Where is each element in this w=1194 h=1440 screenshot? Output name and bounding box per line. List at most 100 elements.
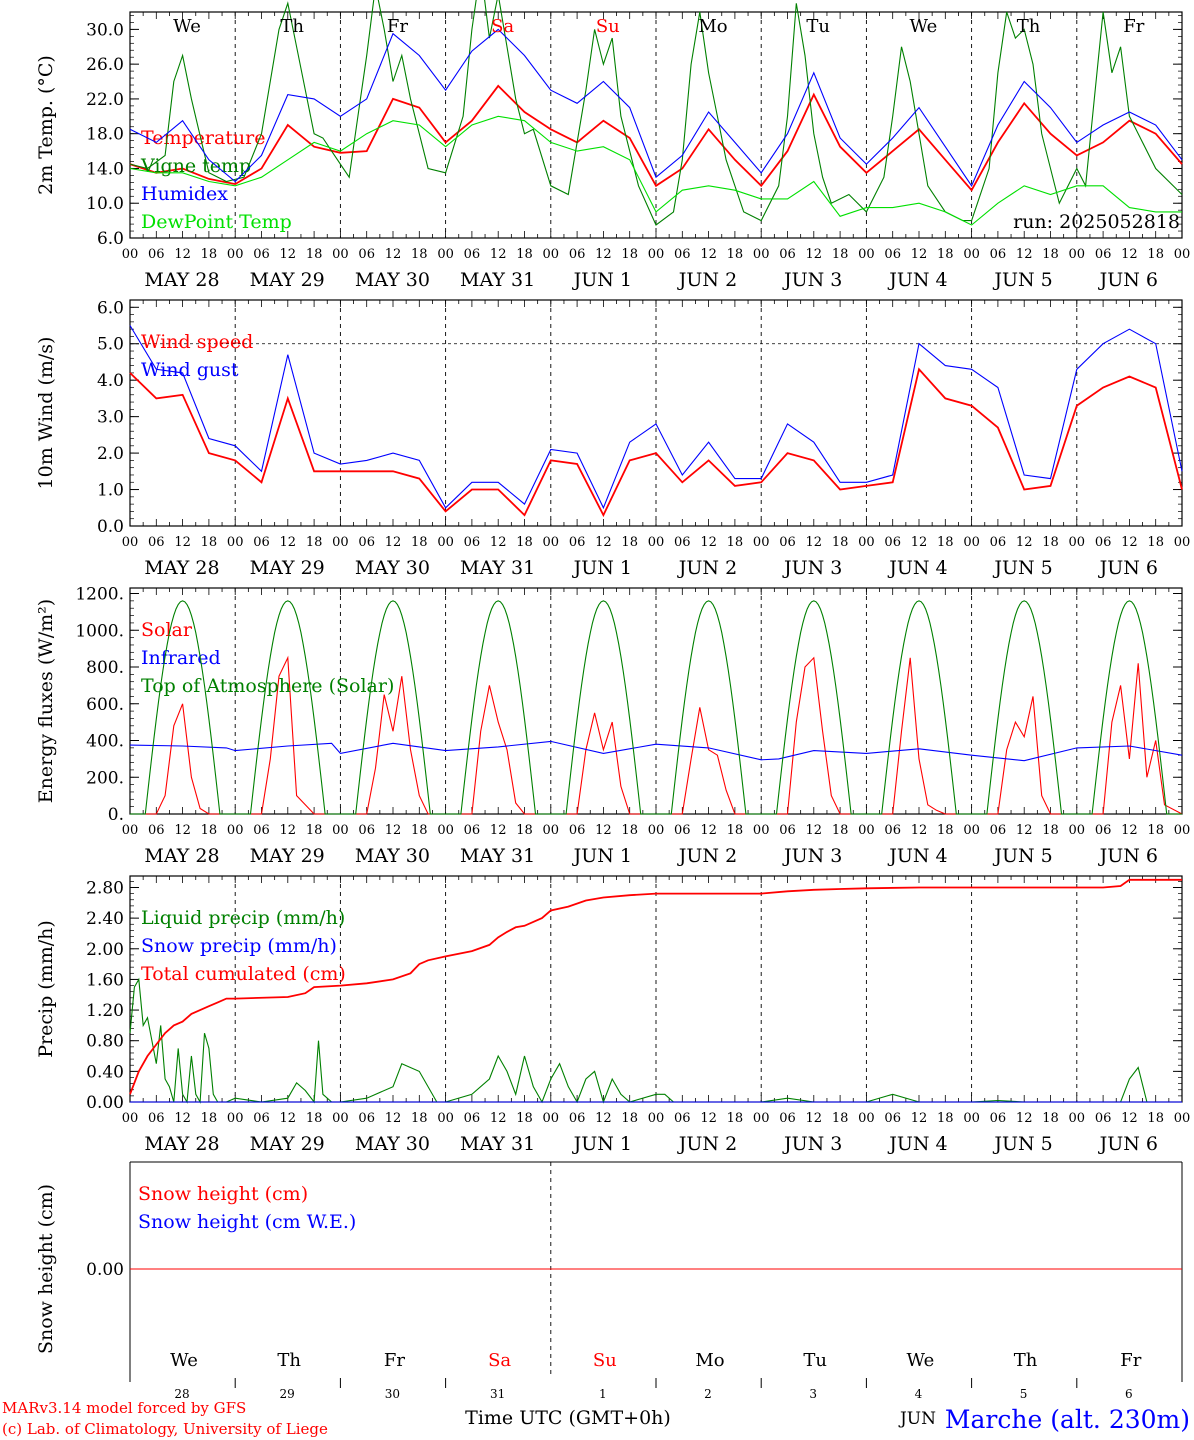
hour-tick-label: 18 — [937, 1111, 954, 1126]
date-label: MAY 30 — [355, 845, 430, 867]
hour-tick-label: 18 — [411, 823, 428, 838]
hour-tick-label: 12 — [700, 1111, 717, 1126]
hour-tick-label: 18 — [411, 535, 428, 550]
hour-tick-label: 18 — [727, 823, 744, 838]
y-tick-label: 3.0 — [97, 408, 124, 428]
hour-tick-label: 06 — [674, 247, 691, 262]
hour-tick-label: 00 — [1069, 535, 1086, 550]
legend-label: Humidex — [141, 183, 228, 205]
chart-panel-3: 0. 200. 400. 600. 800. 1000. 1200. Energy fluxe… — [35, 585, 1190, 867]
series-line-humidex — [129, 28, 1183, 187]
day-label: We — [907, 1350, 935, 1371]
hour-tick-label: 12 — [700, 823, 717, 838]
legend-label: Vigne temp — [140, 155, 251, 177]
day-label: Su — [593, 1350, 617, 1371]
location-label: Marche (alt. 230m) — [945, 1405, 1190, 1434]
footer: Time UTC (GMT+0h) JUN MARv3.14 model for… — [2, 1399, 1190, 1438]
date-label: MAY 31 — [460, 557, 535, 579]
y-tick-label: 600. — [86, 695, 124, 715]
hour-tick-label: 12 — [1016, 823, 1033, 838]
y-tick-label: 1.0 — [97, 481, 124, 501]
hour-tick-label: 18 — [1147, 823, 1164, 838]
hour-tick-label: 06 — [358, 535, 375, 550]
hour-tick-label: 00 — [858, 1111, 875, 1126]
hour-tick-label: 06 — [148, 535, 165, 550]
month-label: JUN — [898, 1409, 936, 1429]
legend-label: Total cumulated (cm) — [141, 963, 346, 985]
day-label: Mo — [698, 16, 727, 37]
hour-tick-label: 06 — [884, 247, 901, 262]
hour-tick-label: 06 — [464, 1111, 481, 1126]
hour-tick-label: 06 — [358, 1111, 375, 1126]
hour-tick-label: 12 — [385, 1111, 402, 1126]
date-label: JUN 4 — [887, 269, 947, 291]
hour-tick-label: 18 — [727, 247, 744, 262]
hour-tick-label: 12 — [1016, 247, 1033, 262]
y-tick-label: 1.20 — [86, 1001, 124, 1021]
hour-tick-label: 06 — [569, 1111, 586, 1126]
hour-tick-label: 18 — [201, 1111, 218, 1126]
day-label: Su — [596, 16, 620, 37]
hour-tick-label: 06 — [884, 1111, 901, 1126]
y-tick-label: 2.0 — [97, 444, 124, 464]
hour-tick-label: 12 — [911, 1111, 928, 1126]
hour-tick-label: 18 — [937, 247, 954, 262]
y-tick-label: 6.0 — [97, 298, 124, 318]
legend-label: Wind gust — [141, 359, 239, 381]
y-tick-label: 30.0 — [86, 20, 124, 40]
y-tick-label: 14.0 — [86, 159, 124, 179]
date-label: JUN 3 — [782, 1133, 842, 1155]
hour-tick-label: 12 — [911, 823, 928, 838]
date-label: JUN 3 — [782, 845, 842, 867]
hour-tick-label: 18 — [937, 823, 954, 838]
hour-tick-label: 18 — [1147, 247, 1164, 262]
chart-panel-1: 6.0 10.0 14.0 18.0 22.0 26.0 30.0 2m Temp. (°C)… — [35, 0, 1190, 291]
y-tick-label: 4.0 — [97, 371, 124, 391]
hour-tick-label: 00 — [437, 535, 454, 550]
date-label: MAY 31 — [460, 1133, 535, 1155]
chart-panel-4: 0.00 0.40 0.80 1.20 1.60 2.00 2.40 2.80 Precip (… — [35, 875, 1190, 1155]
y-axis-label: Snow height (cm) — [35, 1184, 57, 1354]
hour-tick-label: 06 — [1095, 247, 1112, 262]
hour-tick-label: 12 — [700, 535, 717, 550]
hour-tick-label: 12 — [595, 1111, 612, 1126]
hour-tick-label: 06 — [990, 1111, 1007, 1126]
date-label: MAY 29 — [250, 845, 325, 867]
date-label: JUN 3 — [782, 269, 842, 291]
hour-tick-label: 06 — [674, 1111, 691, 1126]
hour-tick-label: 12 — [385, 823, 402, 838]
hour-tick-label: 06 — [884, 535, 901, 550]
hour-tick-label: 18 — [832, 823, 849, 838]
hour-tick-label: 06 — [464, 823, 481, 838]
hour-tick-label: 00 — [543, 535, 560, 550]
date-label: JUN 2 — [677, 1133, 737, 1155]
hour-tick-label: 12 — [174, 823, 191, 838]
hour-tick-label: 06 — [779, 823, 796, 838]
hour-tick-label: 12 — [174, 535, 191, 550]
hour-tick-label: 00 — [753, 823, 770, 838]
hour-tick-label: 18 — [306, 1111, 323, 1126]
date-label: MAY 31 — [460, 269, 535, 291]
y-tick-label: 200. — [86, 768, 124, 788]
date-label: JUN 4 — [887, 845, 947, 867]
hour-tick-label: 00 — [1174, 247, 1191, 262]
hour-tick-label: 12 — [700, 247, 717, 262]
hour-tick-label: 06 — [1095, 1111, 1112, 1126]
hour-tick-label: 00 — [332, 247, 349, 262]
hour-tick-label: 00 — [437, 247, 454, 262]
hour-tick-label: 18 — [201, 247, 218, 262]
date-label: JUN 6 — [1098, 845, 1158, 867]
hour-tick-label: 18 — [306, 823, 323, 838]
hour-tick-label: 00 — [858, 535, 875, 550]
legend-label: Infrared — [141, 647, 221, 669]
hour-tick-label: 18 — [516, 823, 533, 838]
hour-tick-label: 00 — [648, 247, 665, 262]
day-label: Th — [277, 1350, 301, 1371]
y-tick-label: 0.0 — [97, 517, 124, 537]
hour-tick-label: 12 — [806, 823, 823, 838]
date-label: MAY 28 — [144, 845, 219, 867]
hour-tick-label: 12 — [174, 1111, 191, 1126]
run-label: run: 2025052818 — [1013, 211, 1180, 233]
hour-tick-label: 00 — [332, 823, 349, 838]
